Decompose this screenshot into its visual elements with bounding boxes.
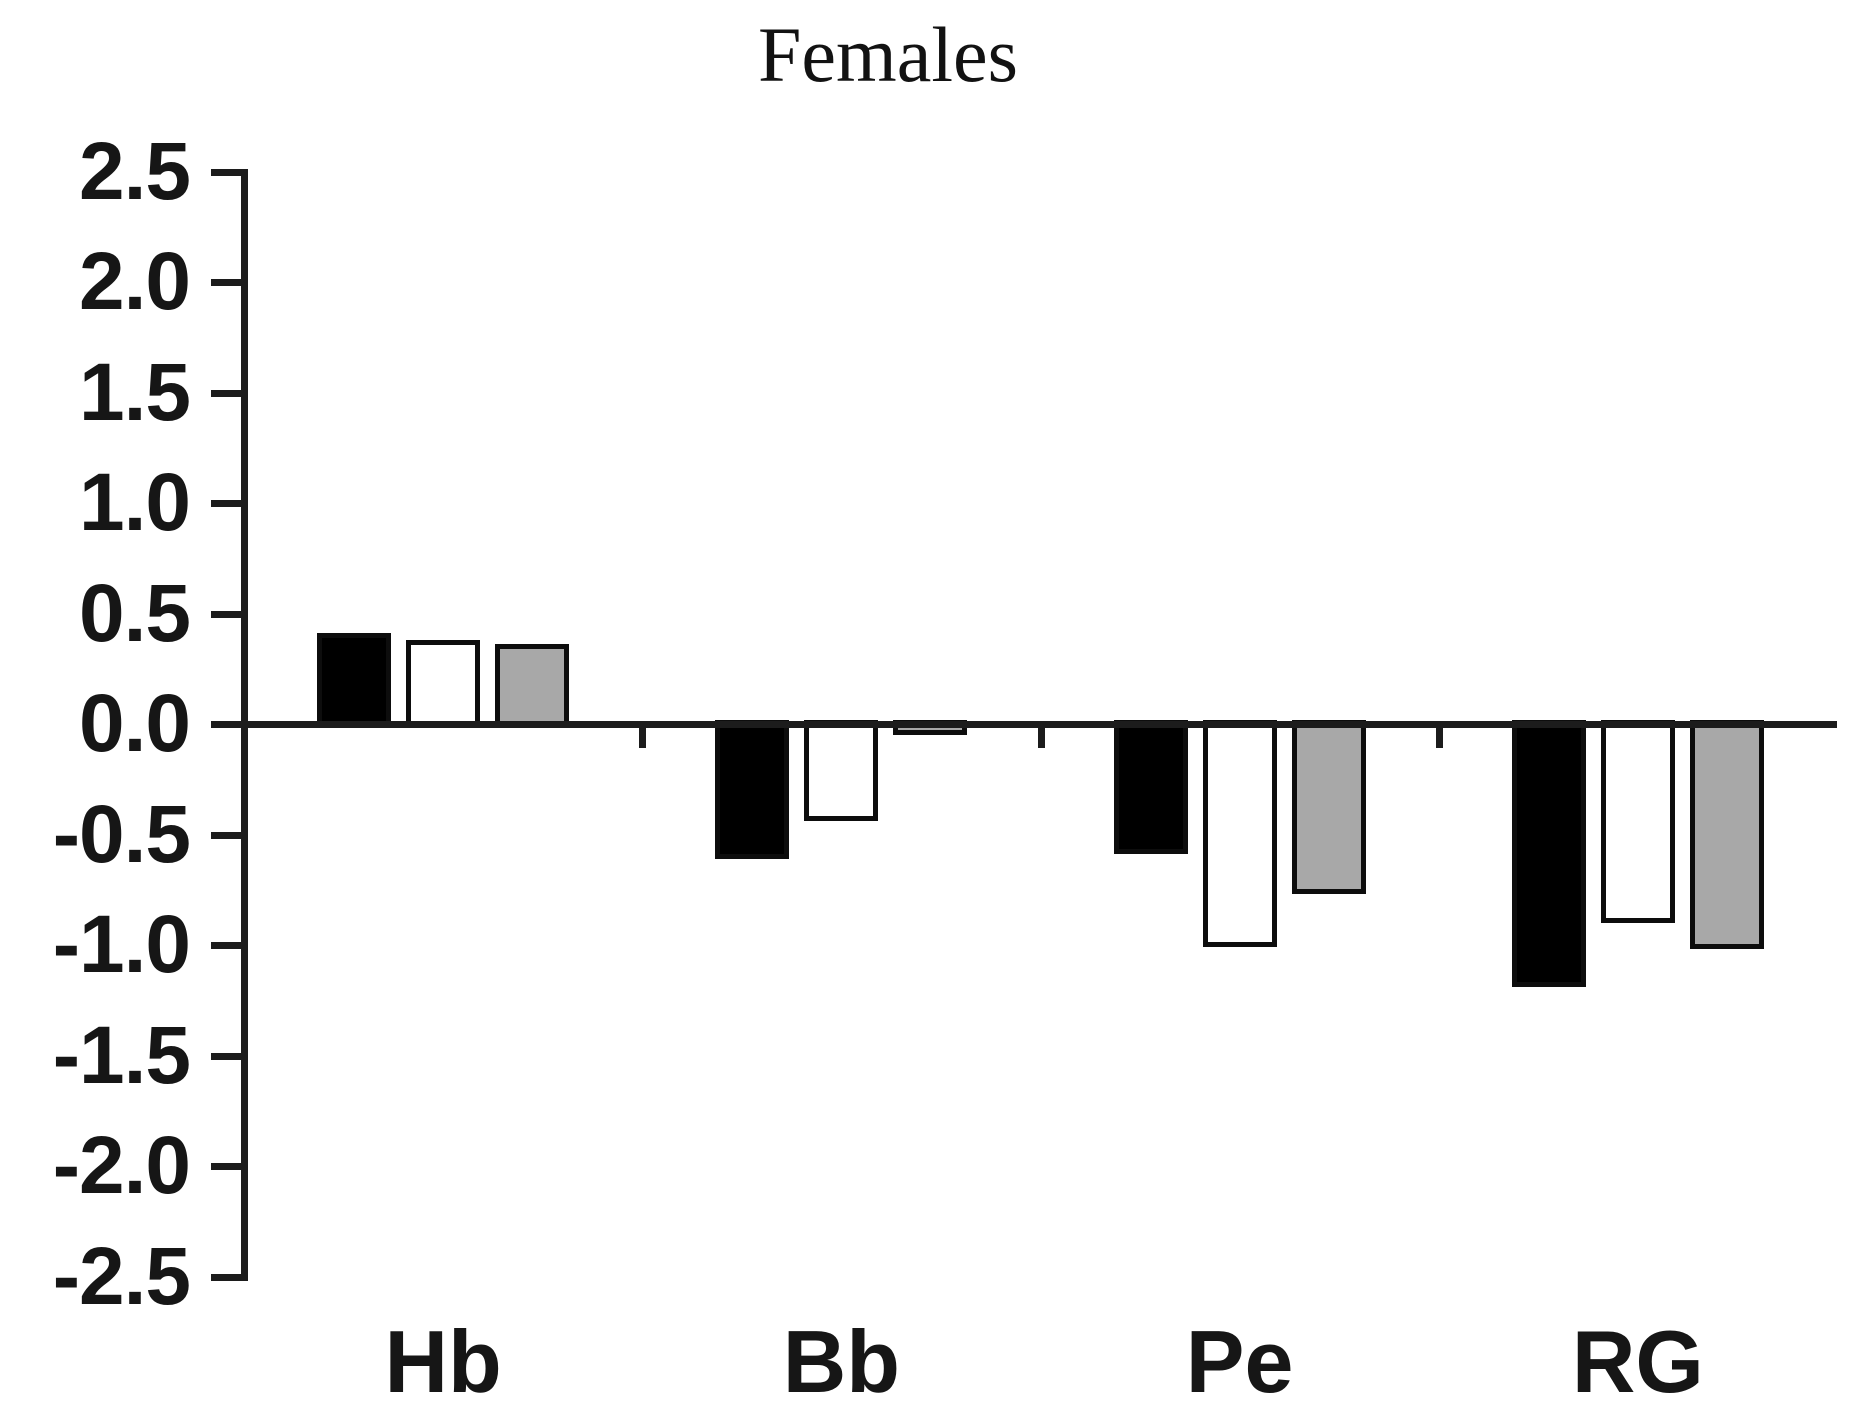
bar-Hb-grey	[495, 644, 570, 728]
y-tick	[211, 1273, 245, 1281]
y-tick-label: 1.5	[79, 346, 191, 438]
bar-RG-white	[1600, 720, 1675, 923]
y-tick-label: -2.0	[52, 1120, 191, 1211]
group-separator-tick	[639, 726, 647, 748]
group-separator-tick	[1435, 726, 1443, 748]
x-category-label-RG: RG	[1571, 1312, 1704, 1411]
y-tick	[211, 721, 245, 728]
y-tick	[211, 1052, 245, 1060]
y-tick-label: -2.5	[52, 1230, 191, 1322]
y-tick	[211, 389, 245, 397]
y-tick	[211, 610, 245, 618]
y-tick-label: 1.0	[79, 457, 191, 548]
bar-Hb-white	[406, 640, 481, 728]
y-tick-label: 2.0	[79, 236, 191, 327]
y-tick-label: 0.5	[79, 567, 191, 659]
bar-Pe-grey	[1291, 720, 1366, 895]
y-tick-label: -1.0	[52, 899, 191, 990]
bar-RG-grey	[1689, 720, 1764, 950]
y-tick	[211, 1163, 245, 1170]
group-separator-tick	[1037, 726, 1045, 748]
x-category-label-Pe: Pe	[1185, 1312, 1294, 1411]
y-tick	[211, 831, 245, 839]
y-tick	[211, 279, 245, 286]
y-tick-label: -1.5	[52, 1009, 191, 1101]
bar-Bb-white	[804, 720, 879, 822]
y-tick	[211, 500, 245, 507]
x-axis-line	[241, 721, 1837, 728]
y-tick-label: -0.5	[52, 788, 191, 880]
y-tick	[211, 168, 245, 176]
bar-Bb-black	[715, 720, 790, 859]
x-category-label-Bb: Bb	[782, 1312, 901, 1411]
y-tick-label: 2.5	[79, 125, 191, 217]
bar-Pe-white	[1202, 720, 1277, 948]
chart-title: Females	[758, 11, 1018, 98]
y-tick	[211, 942, 245, 949]
bar-Pe-black	[1113, 720, 1188, 855]
bar-Hb-black	[317, 633, 392, 728]
y-tick-label: 0.0	[79, 678, 191, 769]
x-category-label-Hb: Hb	[384, 1312, 502, 1411]
bar-RG-black	[1511, 720, 1586, 987]
